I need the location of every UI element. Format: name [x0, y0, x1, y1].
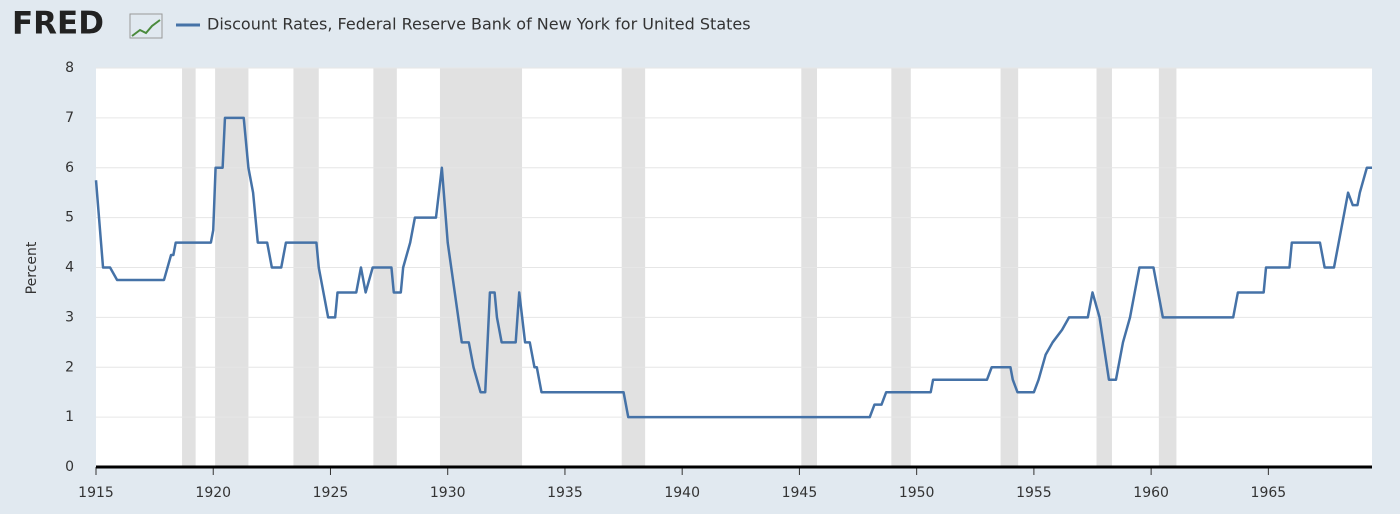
- y-axis-label: Percent: [24, 241, 40, 294]
- y-tick-label: 4: [65, 260, 74, 276]
- x-tick-label: 1920: [195, 485, 231, 501]
- y-tick-label: 7: [65, 110, 74, 126]
- y-tick-label: 2: [65, 359, 74, 375]
- x-tick-label: 1925: [313, 485, 349, 501]
- y-tick-label: 5: [65, 210, 74, 226]
- y-tick-label: 0: [65, 459, 74, 475]
- x-tick-label: 1940: [664, 485, 700, 501]
- x-tick-label: 1945: [782, 485, 818, 501]
- legend-label: Discount Rates, Federal Reserve Bank of …: [207, 15, 751, 34]
- logo-icon-frame: [129, 13, 163, 39]
- x-tick-label: 1960: [1133, 485, 1169, 501]
- x-tick-label: 1950: [899, 485, 935, 501]
- x-tick-label: 1965: [1251, 485, 1287, 501]
- x-tick-label: 1935: [547, 485, 583, 501]
- y-tick-label: 1: [65, 409, 74, 425]
- data-line: [94, 116, 1372, 419]
- y-tick-label: 8: [65, 60, 74, 76]
- logo: FRED: [12, 6, 104, 42]
- y-tick-label: 3: [65, 309, 74, 325]
- x-tick-label: 1915: [78, 485, 114, 501]
- x-tick-label: 1955: [1016, 485, 1052, 501]
- x-tick-label: 1930: [430, 485, 466, 501]
- logo-icon: [131, 19, 161, 37]
- y-tick-label: 6: [65, 160, 74, 176]
